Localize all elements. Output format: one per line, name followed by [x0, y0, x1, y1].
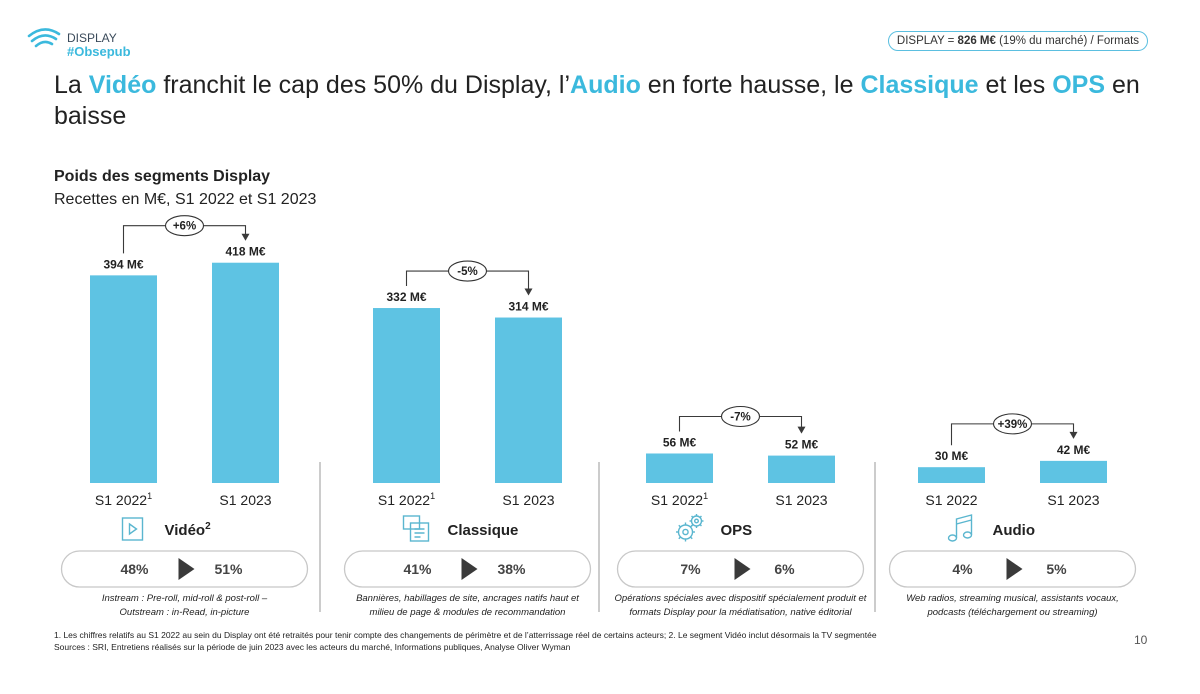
headline-highlight-classique: Classique — [860, 71, 979, 99]
change-label: -5% — [457, 266, 477, 278]
share-after: 5% — [1046, 561, 1067, 577]
segment-name: Classique — [448, 522, 519, 539]
change-label: +39% — [998, 419, 1028, 431]
chart-subtitle: Recettes en M€, S1 2022 et S1 2023 — [54, 191, 317, 208]
segment-name: Vidéo2 — [165, 521, 212, 539]
segment-description: Outstream : in-Read, in-picture — [120, 607, 250, 618]
arrow-head-icon — [241, 233, 250, 241]
chart-title: Poids des segments Display — [54, 168, 271, 185]
category-label: S1 2023 — [775, 492, 827, 508]
bar-value-label: 42 M€ — [1057, 443, 1091, 457]
share-before: 41% — [403, 561, 432, 577]
bar-s1-2022 — [918, 467, 985, 483]
segment-panel-classique: 332 M€ S1 20221 314 M€ S1 2023 -5% Classique 4… — [343, 260, 592, 618]
segment-panel-audio: 30 M€ S1 2022 42 M€ S1 2023 +39% Audio 4% 5% Web… — [888, 413, 1137, 618]
bar-value-label: 56 M€ — [663, 435, 697, 449]
chat-document-icon — [402, 515, 430, 542]
change-badge — [992, 413, 1033, 435]
brand-name: DISPLAY — [67, 31, 117, 45]
music-note-icon — [947, 514, 973, 542]
segment-description: Web radios, streaming musical, assistant… — [906, 593, 1119, 604]
bar-value-label: 332 M€ — [386, 290, 426, 304]
category-label: S1 20221 — [95, 491, 152, 508]
market-share-pill: DISPLAY = 826 M€ (19% du marché) / Forma… — [888, 31, 1148, 51]
footnote-1: 1. Les chiffres relatifs au S1 2022 au s… — [54, 630, 877, 640]
segment-description: Instream : Pre-roll, mid-roll & post-rol… — [102, 593, 268, 604]
share-before: 4% — [952, 561, 973, 577]
bar-value-label: 52 M€ — [785, 438, 819, 452]
arrow-head-icon — [797, 426, 806, 434]
category-label: S1 2022 — [925, 492, 977, 508]
bar-value-label: 418 M€ — [225, 245, 265, 259]
bar-s1-2022 — [90, 275, 157, 483]
footnotes: 1. Les chiffres relatifs au S1 2022 au s… — [54, 629, 1054, 653]
segment-name: OPS — [721, 522, 753, 539]
change-badge — [720, 405, 761, 428]
segment-description: Opérations spéciales avec dispositif spé… — [615, 593, 867, 604]
play-arrow-icon — [1006, 558, 1023, 580]
headline-highlight-audio: Audio — [570, 71, 641, 99]
arrow-head-icon — [1069, 431, 1078, 439]
play-arrow-icon — [734, 558, 751, 580]
page-title: La Vidéo franchit le cap des 50% du Disp… — [54, 71, 1140, 130]
pill-value: 826 M€ — [957, 35, 996, 47]
category-label: S1 2023 — [502, 492, 554, 508]
footnote-sources: Sources : SRI, Entretiens réalisés sur l… — [54, 642, 571, 652]
segment-panel-ops: 56 M€ S1 20221 52 M€ S1 2023 -7% OPS 7% 6% Opéra… — [615, 405, 867, 618]
bar-value-label: 394 M€ — [103, 257, 143, 271]
pill-suffix: (19% du marché) / Formats — [995, 35, 1140, 47]
bar-s1-2023 — [768, 455, 835, 483]
bar-s1-2023 — [495, 317, 562, 483]
category-label: S1 2023 — [219, 492, 271, 508]
segment-description: podcasts (téléchargement ou streaming) — [926, 607, 1097, 618]
headline-highlight-video: Vidéo — [88, 71, 157, 99]
share-after: 38% — [497, 561, 526, 577]
bar-s1-2023 — [1040, 460, 1107, 483]
bar-value-label: 314 M€ — [508, 300, 548, 314]
brand-block: DISPLAY #Obsepub — [67, 31, 131, 59]
share-before: 7% — [680, 561, 701, 577]
headline-highlight-ops: OPS — [1052, 71, 1106, 99]
change-badge — [164, 215, 205, 237]
change-label: -7% — [730, 411, 750, 423]
gears-icon — [676, 514, 704, 542]
video-play-icon — [121, 517, 144, 541]
segment-description: milieu de page & modules de recommandati… — [370, 607, 566, 618]
play-arrow-icon — [178, 558, 195, 580]
bar-s1-2023 — [212, 262, 279, 483]
bar-s1-2022 — [373, 308, 440, 483]
share-before: 48% — [120, 561, 149, 577]
change-badge — [447, 260, 488, 282]
arrow-head-icon — [524, 288, 533, 296]
category-label: S1 2023 — [1047, 492, 1099, 508]
segment-description: Bannières, habillages de site, ancrages … — [356, 593, 579, 604]
segment-panel-vidéo: 394 M€ S1 20221 418 M€ S1 2023 +6% Vidéo2 48% 5… — [60, 215, 309, 618]
change-label: +6% — [173, 221, 196, 233]
segment-name: Audio — [993, 522, 1036, 539]
brand-logo-icon — [27, 28, 61, 48]
panel-dividers — [319, 462, 876, 612]
bar-value-label: 30 M€ — [935, 449, 969, 463]
segment-description: formats Display pour la médiatisation, n… — [629, 607, 852, 618]
play-arrow-icon — [461, 558, 478, 580]
pill-prefix: DISPLAY = — [896, 35, 958, 47]
category-label: S1 20221 — [651, 491, 708, 508]
bar-s1-2022 — [646, 453, 713, 483]
share-after: 51% — [214, 561, 243, 577]
page-number: 10 — [1134, 633, 1148, 647]
category-label: S1 20221 — [378, 491, 435, 508]
brand-tag: #Obsepub — [67, 44, 131, 59]
share-after: 6% — [774, 561, 795, 577]
